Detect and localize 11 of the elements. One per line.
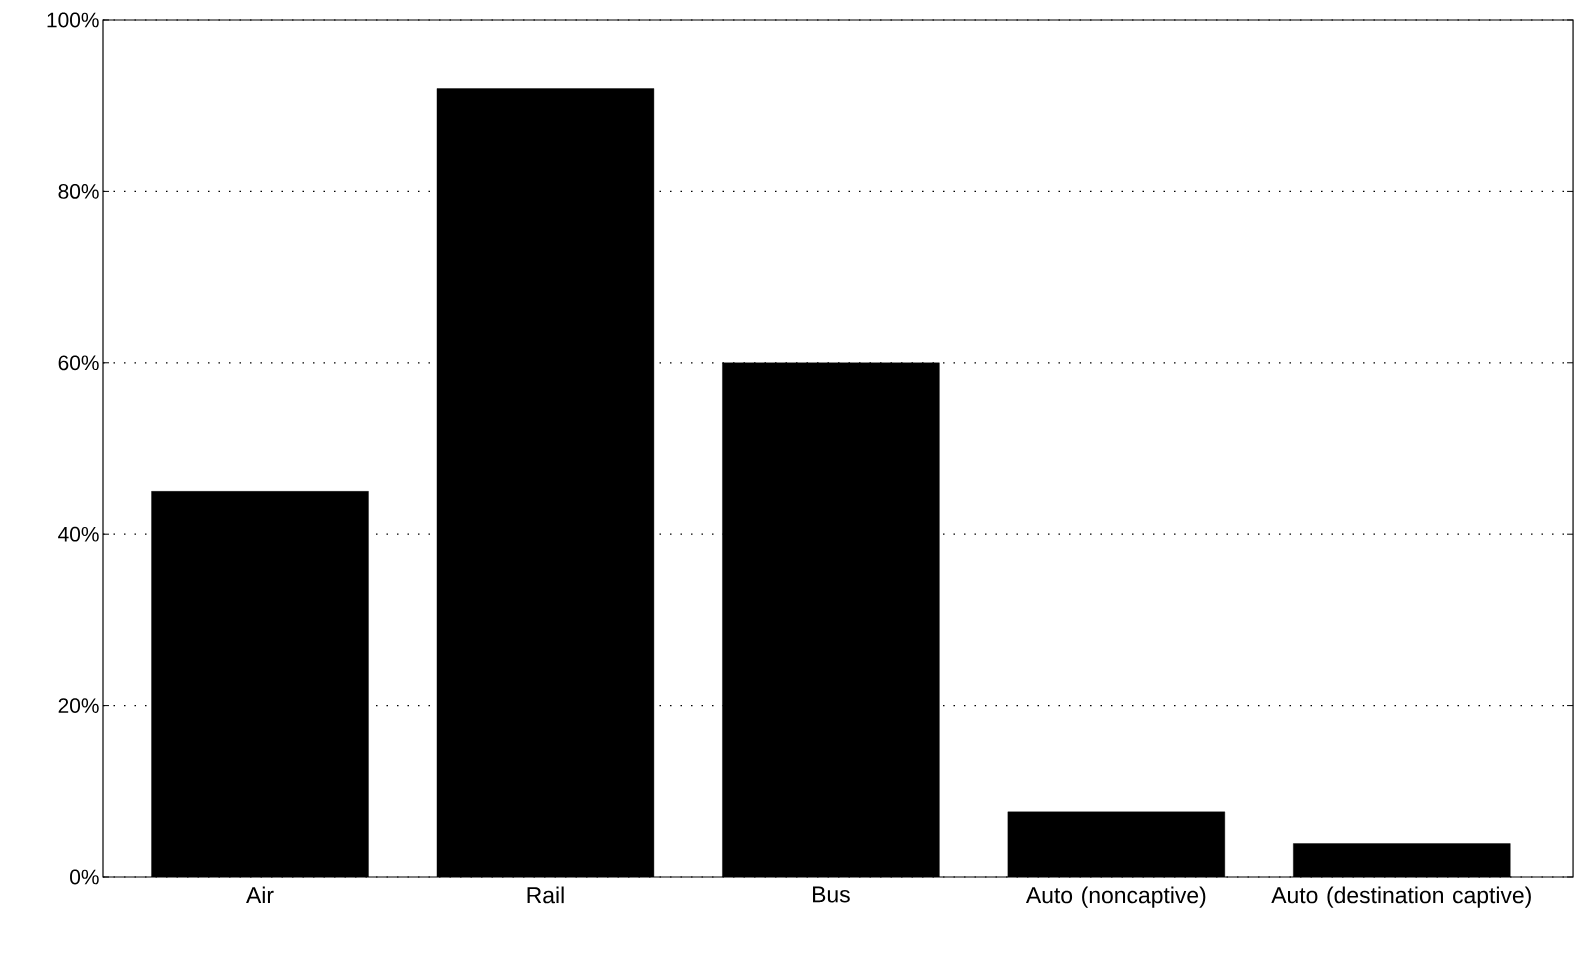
y-tick-label: 60% xyxy=(58,355,99,371)
x-tick-label: Auto (noncaptive) xyxy=(1025,886,1206,908)
y-tick-label: 40% xyxy=(58,526,99,542)
x-tick-label: Air xyxy=(246,886,274,904)
y-tick-label: 80% xyxy=(58,183,99,199)
y-tick-label: 0% xyxy=(70,869,99,885)
y-tick-label: 20% xyxy=(58,698,99,713)
x-tick-label: Auto (destination captive) xyxy=(1271,886,1531,908)
x-tick-label: Rail xyxy=(527,886,564,904)
y-tick-label: 100% xyxy=(47,12,99,28)
x-tick-label: Bus xyxy=(813,886,850,903)
